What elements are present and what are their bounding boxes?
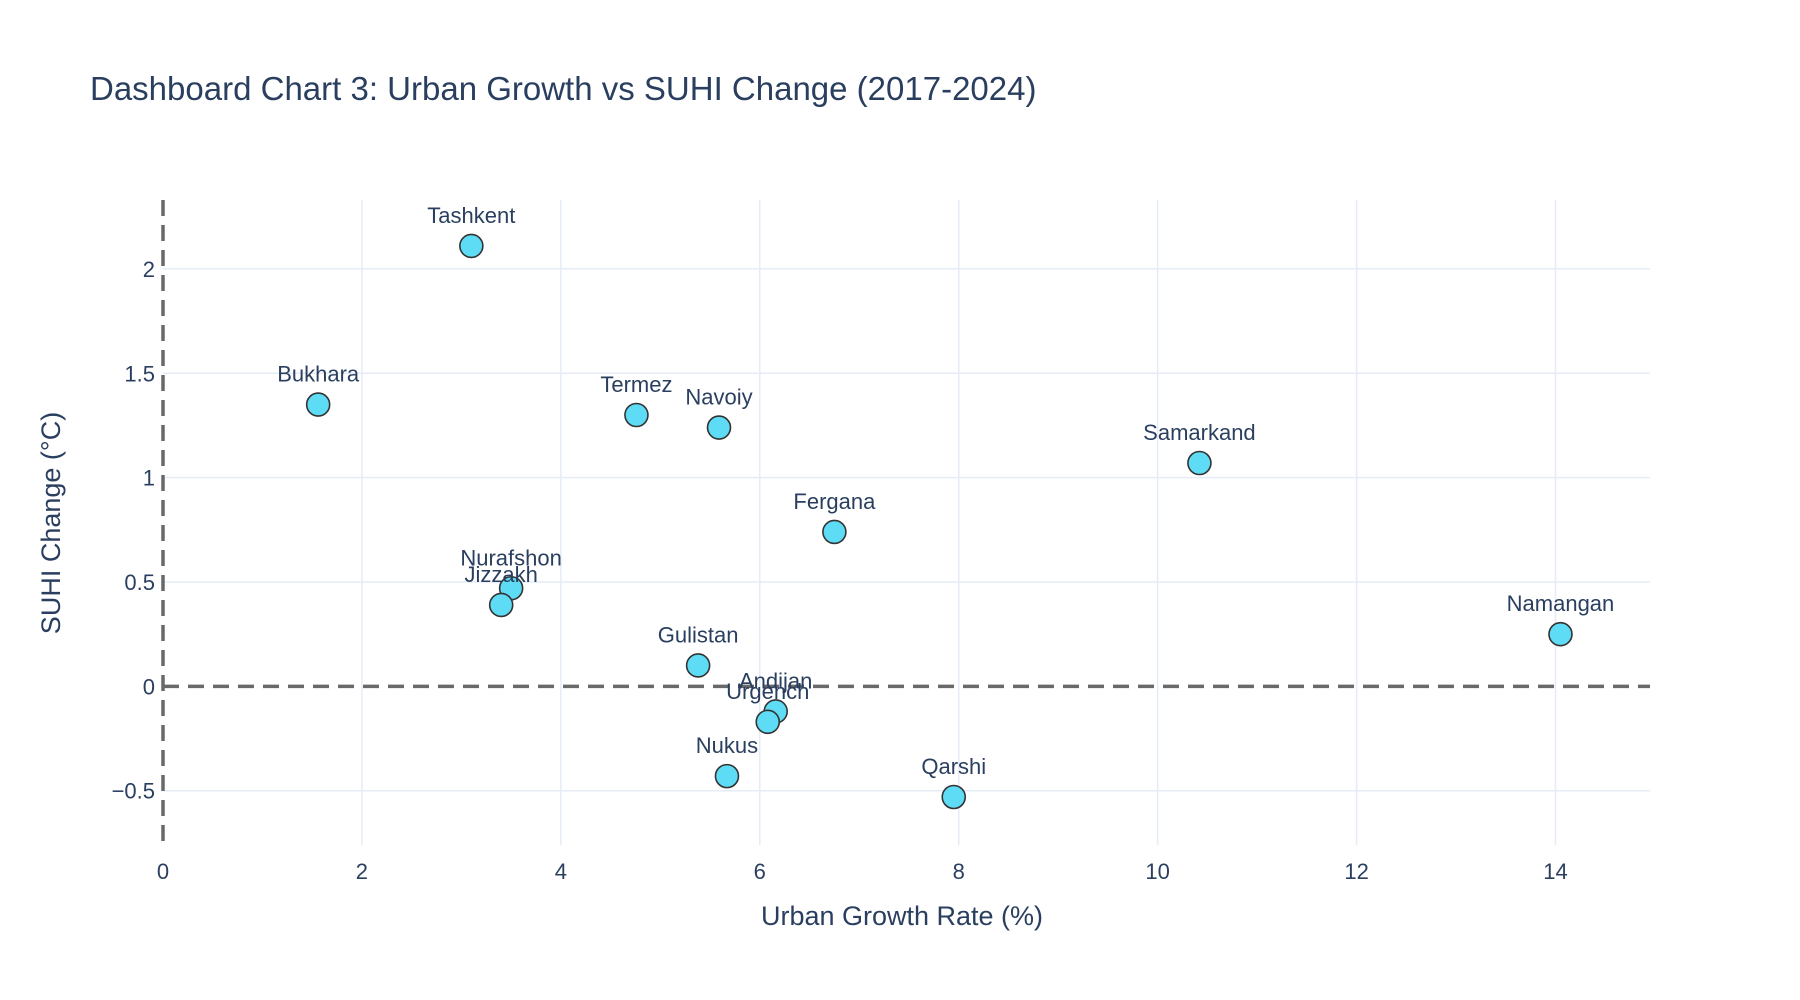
- data-point-label: Urgench: [726, 679, 809, 704]
- x-tick-label: 6: [754, 859, 766, 884]
- data-point: [459, 233, 484, 259]
- y-tick-label: 0.5: [124, 570, 155, 595]
- data-point-label: Samarkand: [1143, 420, 1256, 445]
- x-tick-label: 4: [555, 859, 567, 884]
- x-tick-label: 14: [1543, 859, 1567, 884]
- data-point-label: Jizzakh: [465, 562, 538, 587]
- y-tick-label: 1: [143, 466, 155, 491]
- grid-lines: [163, 200, 1650, 845]
- data-point-label: Navoiy: [685, 385, 752, 410]
- x-tick-label: 12: [1344, 859, 1368, 884]
- y-tick-label: −0.5: [112, 779, 155, 804]
- data-point: [755, 709, 781, 735]
- y-tick-label: 2: [143, 257, 155, 282]
- x-tick-label: 8: [953, 859, 965, 884]
- data-point-label: Namangan: [1507, 591, 1615, 616]
- data-point-label: Nurafshon: [460, 545, 562, 570]
- data-points: Tashkent Bukhara Termez Navoiy Samarkand Ferg…: [277, 203, 1615, 810]
- data-point-label: Nukus: [696, 733, 758, 758]
- x-tick-label: 10: [1145, 859, 1169, 884]
- data-point-label: Tashkent: [427, 203, 515, 228]
- y-axis-title: SUHI Change (°C): [36, 412, 66, 634]
- data-point: [1187, 450, 1212, 476]
- data-point: [714, 763, 740, 789]
- tick-labels: 0 2 4 6 8 10 12 14 −0.5 0 0.5 1 1.5 2: [112, 257, 1568, 884]
- data-point-label: Gulistan: [658, 622, 739, 647]
- data-point: [685, 653, 711, 678]
- data-point-label: Fergana: [793, 489, 876, 514]
- data-point: [706, 415, 732, 440]
- data-point-label: Andijan: [739, 668, 812, 693]
- data-point: [1548, 621, 1573, 647]
- data-point-label: Bukhara: [277, 362, 360, 387]
- y-tick-label: 1.5: [124, 361, 155, 386]
- data-point-label: Termez: [600, 372, 672, 397]
- chart-title: Dashboard Chart 3: Urban Growth vs SUHI …: [90, 70, 1036, 107]
- reference-lines: [161, 200, 1650, 845]
- data-point: [624, 402, 649, 428]
- data-point: [305, 392, 331, 417]
- x-tick-label: 2: [356, 859, 368, 884]
- x-tick-label: 0: [157, 859, 169, 884]
- data-point: [822, 519, 847, 545]
- data-point: [941, 784, 967, 810]
- data-point: [488, 592, 514, 618]
- x-axis-title: Urban Growth Rate (%): [761, 901, 1043, 931]
- y-tick-label: 0: [143, 674, 155, 699]
- data-point-label: Qarshi: [921, 754, 986, 779]
